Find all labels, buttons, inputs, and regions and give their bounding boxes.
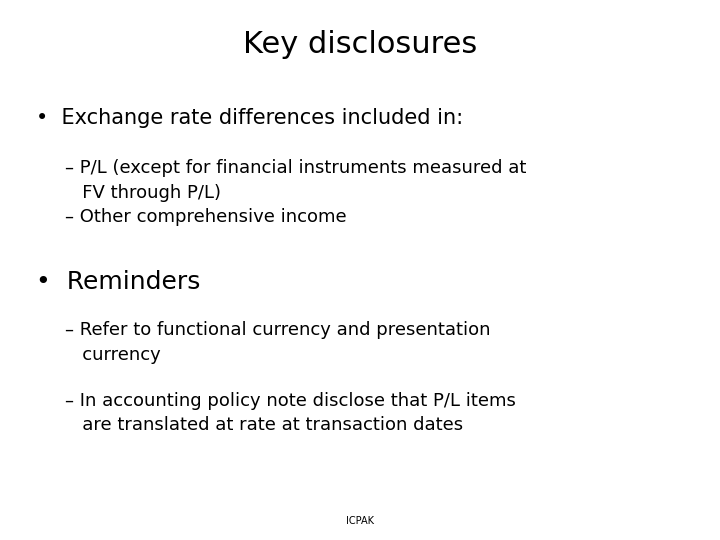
Text: – P/L (except for financial instruments measured at
   FV through P/L): – P/L (except for financial instruments … [65,159,526,202]
Text: – Other comprehensive income: – Other comprehensive income [65,208,346,226]
Text: •  Exchange rate differences included in:: • Exchange rate differences included in: [36,108,463,128]
Text: •  Reminders: • Reminders [36,270,200,294]
Text: Key disclosures: Key disclosures [243,30,477,59]
Text: – Refer to functional currency and presentation
   currency: – Refer to functional currency and prese… [65,321,490,365]
Text: – In accounting policy note disclose that P/L items
   are translated at rate at: – In accounting policy note disclose tha… [65,392,516,435]
Text: ICPAK: ICPAK [346,516,374,526]
